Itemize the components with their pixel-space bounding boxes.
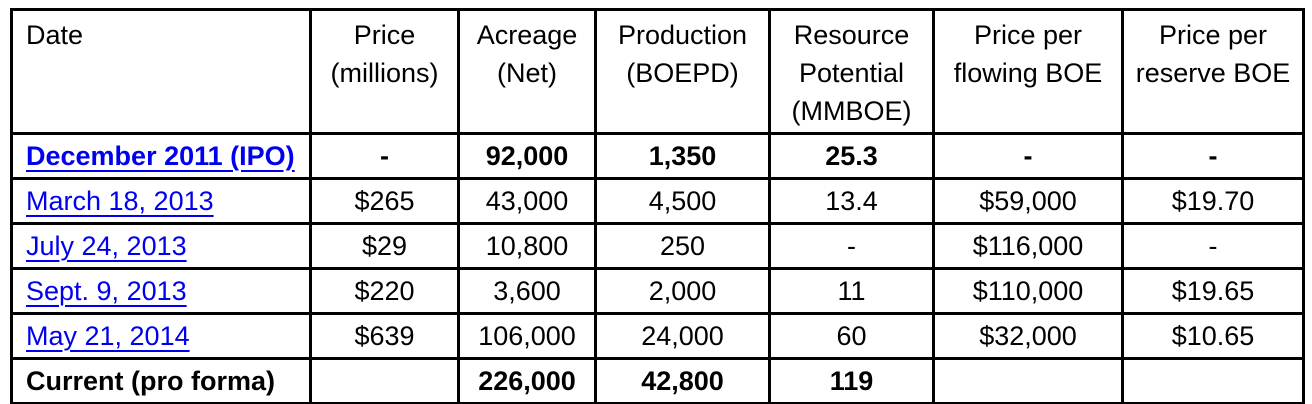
price-per-reserve-boe-cell [1121, 357, 1305, 404]
price-cell [309, 357, 460, 404]
price-cell: $265 [309, 177, 460, 225]
column-header-price: Price (millions) [309, 8, 460, 135]
acreage-cell: 226,000 [457, 357, 597, 404]
resource-potential-cell: 13.4 [768, 177, 935, 225]
price-cell: - [309, 132, 460, 180]
table-row: Sept. 9, 2013 $220 3,600 2,000 11 $110,0… [10, 267, 1305, 315]
date-link[interactable]: March 18, 2013 [26, 185, 214, 216]
resource-potential-cell: 119 [768, 357, 935, 404]
column-header-acreage: Acreage (Net) [457, 8, 597, 135]
date-cell: May 21, 2014 [10, 312, 312, 360]
price-per-reserve-boe-cell: $10.65 [1121, 312, 1305, 360]
production-cell: 2,000 [594, 267, 771, 315]
acreage-cell: 106,000 [457, 312, 597, 360]
price-per-flowing-boe-cell: $59,000 [932, 177, 1124, 225]
resource-potential-cell: - [768, 222, 935, 270]
production-cell: 42,800 [594, 357, 771, 404]
resource-potential-cell: 11 [768, 267, 935, 315]
date-cell: Sept. 9, 2013 [10, 267, 312, 315]
price-cell: $639 [309, 312, 460, 360]
column-header-resource-potential: Resource Potential (MMBOE) [768, 8, 935, 135]
table-row: May 21, 2014 $639 106,000 24,000 60 $32,… [10, 312, 1305, 360]
deal-history-table: Date Price (millions) Acreage (Net) Prod… [10, 8, 1305, 404]
resource-potential-cell: 60 [768, 312, 935, 360]
date-cell: December 2011 (IPO) [10, 132, 312, 180]
table-row: July 24, 2013 $29 10,800 250 - $116,000 … [10, 222, 1305, 270]
production-cell: 24,000 [594, 312, 771, 360]
price-per-reserve-boe-cell: $19.70 [1121, 177, 1305, 225]
production-cell: 1,350 [594, 132, 771, 180]
date-cell: March 18, 2013 [10, 177, 312, 225]
price-per-flowing-boe-cell: - [932, 132, 1124, 180]
column-header-price-per-flowing-boe: Price per flowing BOE [932, 8, 1124, 135]
production-cell: 4,500 [594, 177, 771, 225]
header-row: Date Price (millions) Acreage (Net) Prod… [10, 8, 1305, 135]
table-row: March 18, 2013 $265 43,000 4,500 13.4 $5… [10, 177, 1305, 225]
price-per-flowing-boe-cell: $32,000 [932, 312, 1124, 360]
table-row: Current (pro forma) 226,000 42,800 119 [10, 357, 1305, 404]
price-per-reserve-boe-cell: $19.65 [1121, 267, 1305, 315]
resource-potential-cell: 25.3 [768, 132, 935, 180]
price-per-flowing-boe-cell [932, 357, 1124, 404]
date-link[interactable]: May 21, 2014 [26, 320, 190, 351]
price-per-flowing-boe-cell: $110,000 [932, 267, 1124, 315]
price-per-reserve-boe-cell: - [1121, 132, 1305, 180]
column-header-production: Production (BOEPD) [594, 8, 771, 135]
date-cell: July 24, 2013 [10, 222, 312, 270]
table-row: December 2011 (IPO) - 92,000 1,350 25.3 … [10, 132, 1305, 180]
price-cell: $220 [309, 267, 460, 315]
date-link[interactable]: July 24, 2013 [26, 230, 187, 261]
price-cell: $29 [309, 222, 460, 270]
date-link[interactable]: December 2011 (IPO) [26, 140, 295, 171]
column-header-price-per-reserve-boe: Price per reserve BOE [1121, 8, 1305, 135]
acreage-cell: 92,000 [457, 132, 597, 180]
price-per-reserve-boe-cell: - [1121, 222, 1305, 270]
date-cell: Current (pro forma) [10, 357, 312, 404]
acreage-cell: 43,000 [457, 177, 597, 225]
price-per-flowing-boe-cell: $116,000 [932, 222, 1124, 270]
acreage-cell: 10,800 [457, 222, 597, 270]
production-cell: 250 [594, 222, 771, 270]
acreage-cell: 3,600 [457, 267, 597, 315]
date-link[interactable]: Sept. 9, 2013 [26, 275, 187, 306]
column-header-date: Date [10, 8, 312, 135]
